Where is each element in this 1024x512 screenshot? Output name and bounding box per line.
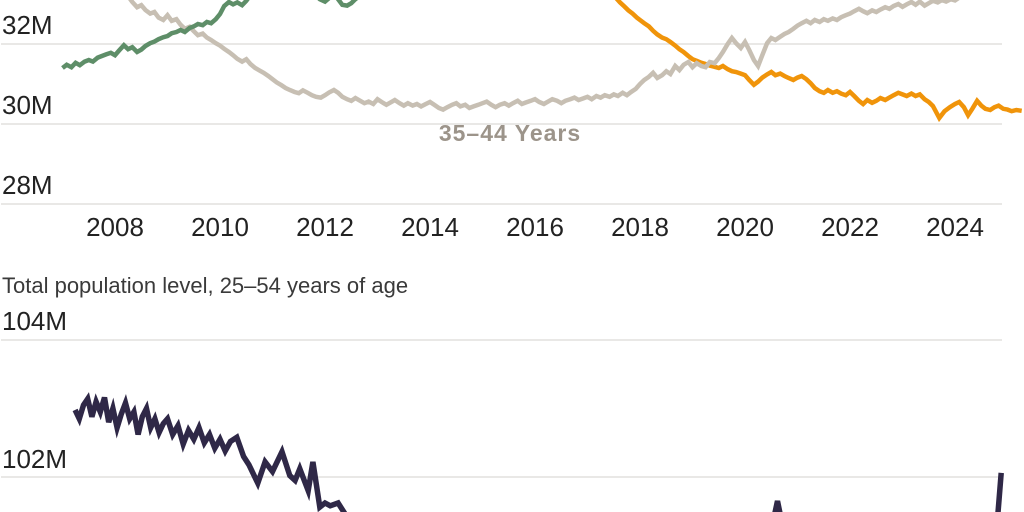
x-tick-label-2024: 2024 [926,212,984,242]
x-tick-label-2010: 2010 [191,212,249,242]
x-tick-label-2012: 2012 [296,212,354,242]
series-annotation-35-44-years: 35–44 Years [438,120,582,146]
y-tick-label-104m: 104M [2,306,68,336]
line-series-navy-line [72,392,1004,512]
y-tick-label-28m: 28M [2,170,53,200]
x-tick-label-2022: 2022 [821,212,879,242]
x-tick-label-2008: 2008 [86,212,144,242]
x-tick-label-2016: 2016 [506,212,564,242]
y-tick-label-30m: 30M [2,90,53,120]
line-series-orange-line [614,0,1023,123]
x-tick-label-2018: 2018 [611,212,669,242]
bottom-chart-title: Total population level, 25–54 years of a… [2,273,409,298]
y-tick-label-32m: 32M [2,10,53,40]
y-tick-label-102m: 102M [2,444,68,474]
line-series-green-line [61,0,359,70]
x-tick-label-2014: 2014 [401,212,459,242]
line-series-warm-gray-line [128,0,960,113]
x-tick-label-2020: 2020 [716,212,774,242]
